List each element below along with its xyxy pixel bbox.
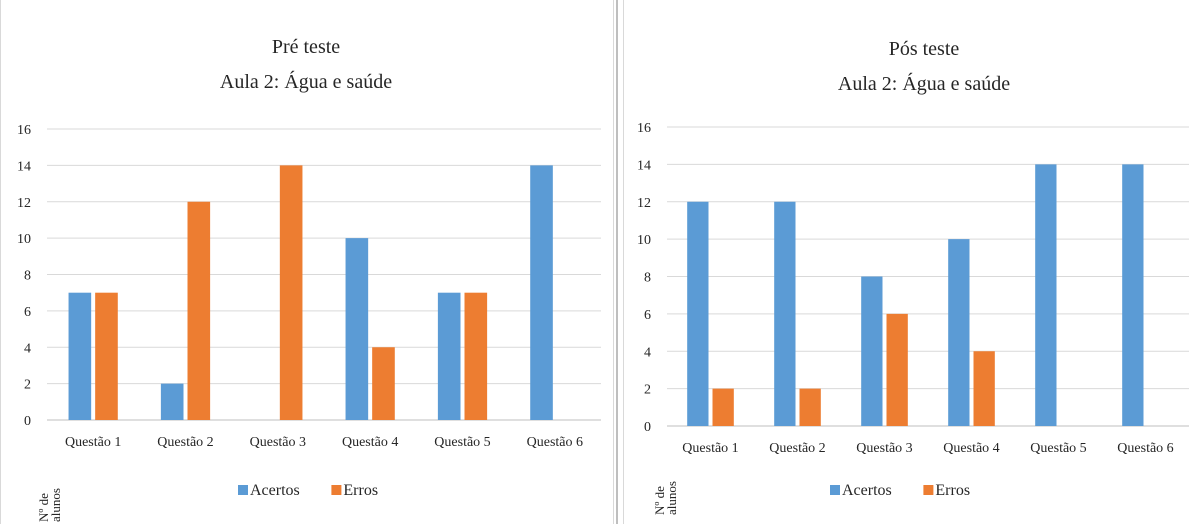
legend-label-acertos: Acertos bbox=[842, 482, 892, 499]
y-axis-label-line-1: Nº de bbox=[36, 493, 51, 522]
bar-acertos-4 bbox=[948, 239, 970, 426]
x-category-label: Questão 4 bbox=[342, 435, 398, 450]
y-tick-label: 8 bbox=[644, 271, 651, 286]
bar-acertos-6 bbox=[1122, 164, 1144, 426]
x-category-label: Questão 5 bbox=[434, 435, 490, 450]
y-tick-label: 6 bbox=[24, 305, 31, 320]
x-category-label: Questão 5 bbox=[1030, 441, 1086, 456]
chart-svg-pre-test: Pré teste Aula 2: Água e saúde 0 2 4 6 8 10 12 14… bbox=[17, 36, 601, 522]
y-axis-label-line-2: alunos bbox=[664, 481, 679, 515]
bar-acertos-1 bbox=[687, 201, 709, 426]
y-tick-label: 0 bbox=[24, 414, 31, 429]
bar-erros-4 bbox=[372, 347, 395, 420]
bar-erros-2 bbox=[187, 201, 211, 420]
bar-erros-1 bbox=[95, 292, 118, 420]
y-tick-label: 16 bbox=[17, 123, 31, 138]
x-category-label: Questão 2 bbox=[157, 435, 213, 450]
x-category-label: Questão 6 bbox=[1117, 441, 1173, 456]
y-tick-label: 4 bbox=[24, 341, 31, 356]
bar-acertos-1 bbox=[68, 292, 92, 420]
x-category-label: Questão 3 bbox=[250, 435, 306, 450]
y-tick-label: 2 bbox=[24, 378, 31, 393]
bar-acertos-5 bbox=[437, 292, 461, 420]
bar-acertos-6 bbox=[530, 165, 553, 420]
x-category-label: Questão 4 bbox=[943, 441, 999, 456]
chart-title-line-2: Aula 2: Água e saúde bbox=[220, 70, 392, 93]
y-tick-label: 0 bbox=[644, 420, 651, 435]
legend-swatch-erros bbox=[923, 485, 934, 495]
bar-erros-3 bbox=[279, 165, 303, 420]
legend-label-acertos: Acertos bbox=[250, 482, 300, 499]
bar-acertos-5 bbox=[1035, 164, 1057, 426]
chart-panel-post-test: Pós teste Aula 2: Água e saúde 0 2 4 6 8 10 12 14… bbox=[623, 0, 1192, 524]
chart-title-line-1: Pós teste bbox=[889, 38, 960, 60]
bar-acertos-2 bbox=[774, 201, 796, 426]
panel-divider bbox=[616, 0, 618, 524]
y-tick-label: 12 bbox=[17, 196, 31, 211]
y-tick-label: 6 bbox=[644, 308, 651, 323]
x-category-label: Questão 1 bbox=[65, 435, 121, 450]
legend-swatch-acertos bbox=[830, 485, 840, 495]
bar-erros-5 bbox=[464, 292, 488, 420]
bar-acertos-3 bbox=[861, 276, 883, 426]
y-tick-label: 2 bbox=[644, 383, 651, 398]
legend-swatch-acertos bbox=[238, 485, 248, 495]
x-category-label: Questão 6 bbox=[527, 435, 583, 450]
bar-erros-4 bbox=[973, 351, 995, 426]
chart-svg-post-test: Pós teste Aula 2: Água e saúde 0 2 4 6 8 10 12 14… bbox=[637, 38, 1189, 515]
y-tick-label: 8 bbox=[24, 269, 31, 284]
x-category-label: Questão 1 bbox=[682, 441, 738, 456]
bar-erros-1 bbox=[712, 388, 734, 426]
chart-title-line-1: Pré teste bbox=[272, 36, 340, 58]
legend-label-erros: Erros bbox=[343, 482, 378, 499]
y-tick-label: 16 bbox=[637, 121, 651, 136]
legend-swatch-erros bbox=[331, 485, 342, 495]
y-axis-label-line-2: alunos bbox=[48, 488, 63, 522]
y-tick-label: 4 bbox=[644, 345, 651, 360]
bar-erros-3 bbox=[886, 313, 908, 426]
y-tick-label: 14 bbox=[17, 159, 31, 174]
chart-panel-pre-test: Pré teste Aula 2: Água e saúde 0 2 4 6 8 10 12 14… bbox=[0, 0, 614, 524]
y-tick-label: 14 bbox=[637, 158, 651, 173]
y-tick-label: 10 bbox=[637, 233, 651, 248]
y-axis-label-line-1: Nº de bbox=[652, 486, 667, 515]
chart-title-line-2: Aula 2: Água e saúde bbox=[838, 72, 1010, 95]
legend-label-erros: Erros bbox=[935, 482, 970, 499]
y-tick-label: 10 bbox=[17, 232, 31, 247]
x-category-label: Questão 3 bbox=[856, 441, 912, 456]
bar-acertos-4 bbox=[345, 238, 369, 420]
x-category-label: Questão 2 bbox=[769, 441, 825, 456]
bar-acertos-2 bbox=[160, 383, 184, 420]
y-tick-label: 12 bbox=[637, 196, 651, 211]
bar-erros-2 bbox=[799, 388, 821, 426]
